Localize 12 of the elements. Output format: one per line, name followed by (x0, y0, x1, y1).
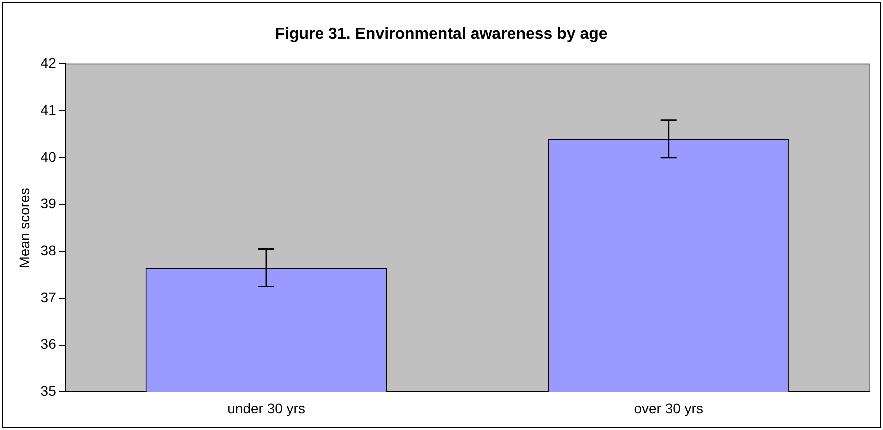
y-tick-label: 38 (40, 242, 57, 258)
y-tick-label: 36 (40, 336, 57, 352)
chart-title: Figure 31. Environmental awareness by age (275, 26, 608, 44)
y-tick-label: 37 (40, 289, 57, 306)
x-tick-label: over 30 yrs (634, 400, 704, 416)
y-tick-label: 35 (40, 383, 57, 400)
y-tick-label: 40 (40, 148, 57, 165)
y-tick-label: 41 (40, 102, 57, 118)
y-tick-label: 42 (40, 55, 57, 72)
y-tick-label: 39 (40, 196, 57, 212)
y-axis-title: Mean scores (16, 188, 32, 268)
x-tick-label: under 30 yrs (228, 400, 306, 416)
